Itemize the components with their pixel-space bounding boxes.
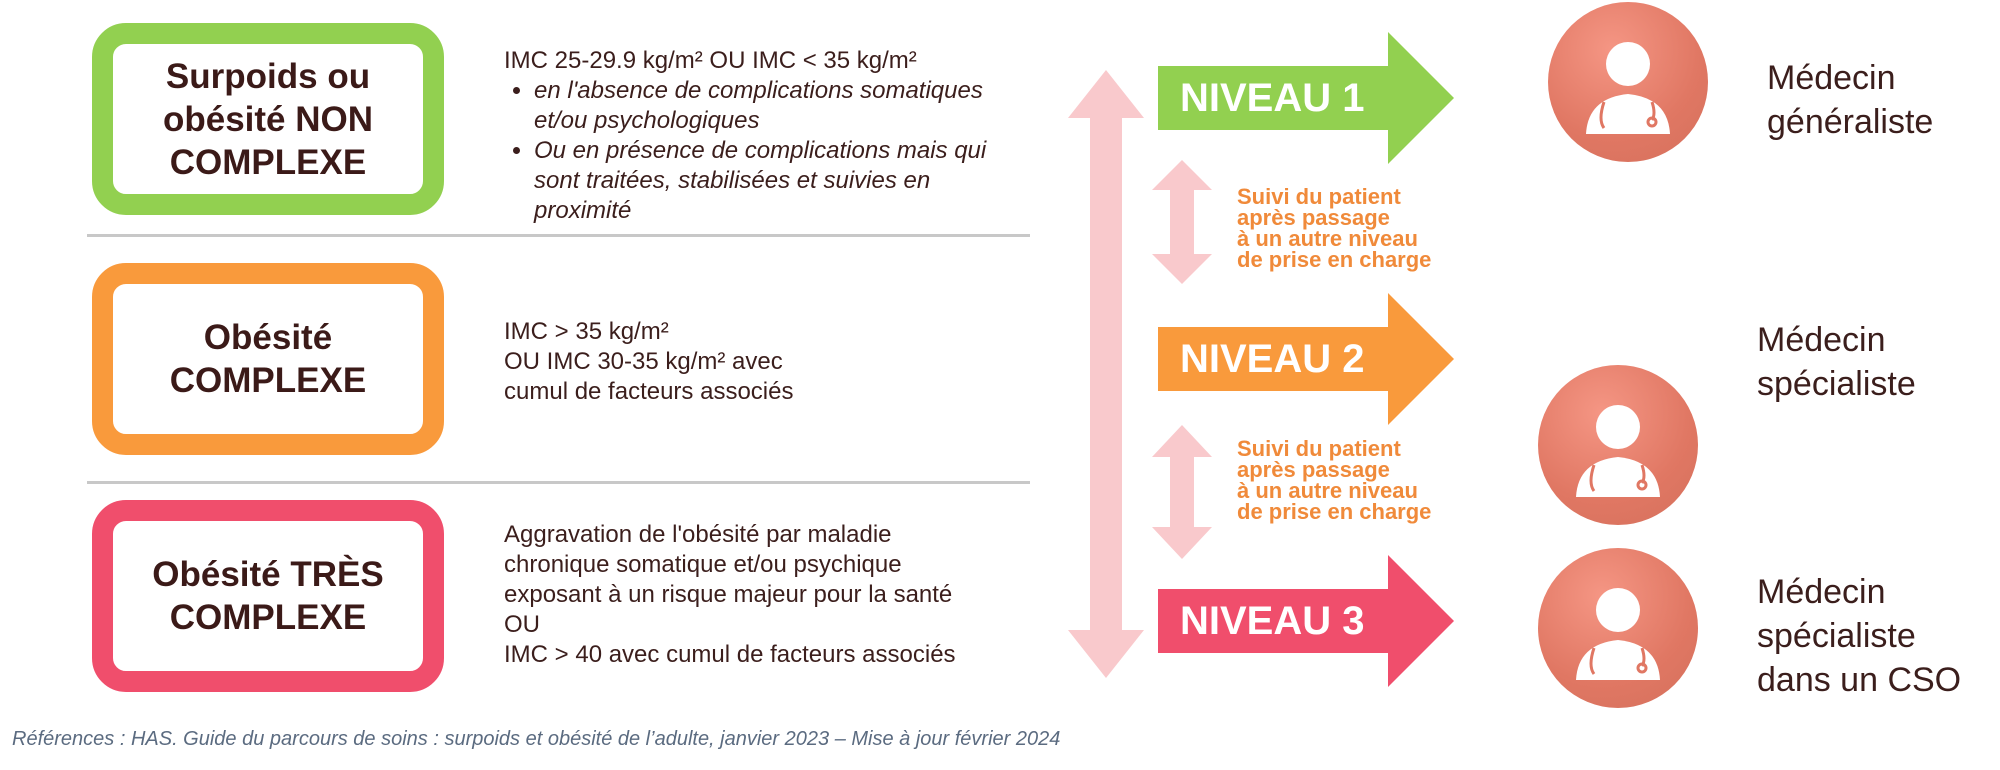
niveau-3-arrow: NIVEAU 3 (1158, 555, 1454, 687)
double-arrow-icon (1068, 70, 1144, 678)
divider (87, 481, 1030, 484)
level-3-title: Obésité TRÈS COMPLEXE (152, 555, 384, 637)
criteria-line: OU IMC 30-35 kg/m² avec (504, 348, 783, 375)
criteria-line: chronique somatique et/ou psychique (504, 551, 902, 578)
niveau-1-arrow: NIVEAU 1 (1158, 32, 1454, 164)
follow-up-text: Suivi du patient après passage à un autr… (1237, 436, 1432, 524)
criteria-line: OU (504, 611, 540, 638)
criteria-main: IMC 25-29.9 kg/m² OU IMC < 35 kg/m² (504, 47, 917, 74)
criteria-bullet: en l'absence de complications somatiques… (534, 76, 1024, 136)
level-2-box: Obésité COMPLEXE (92, 263, 444, 455)
niveau-3-label: NIVEAU 3 (1180, 598, 1365, 643)
doctor-icon (1538, 365, 1698, 525)
follow-up-line: de prise en charge (1237, 499, 1432, 524)
follow-up-line: de prise en charge (1237, 247, 1432, 272)
criteria-line: IMC > 35 kg/m² (504, 318, 669, 345)
follow-up-line: après passage (1237, 205, 1390, 230)
doctor-label-3: Médecin spécialiste dans un CSO (1757, 573, 1962, 699)
criteria-line: exposant à un risque majeur pour la sant… (504, 581, 953, 608)
follow-up-line: à un autre niveau (1237, 478, 1418, 503)
divider (87, 234, 1030, 237)
level-1-box: Surpoids ou obésité NON COMPLEXE (92, 23, 444, 215)
double-arrow-icon (1152, 425, 1212, 559)
doctor-icon (1548, 2, 1708, 162)
follow-up-line: après passage (1237, 457, 1390, 482)
level-2-title: Obésité COMPLEXE (169, 318, 367, 400)
criteria-bullet: Ou en présence de complications mais qui… (534, 136, 1024, 226)
level-3-criteria: Aggravation de l'obésité par maladie chr… (504, 520, 956, 670)
follow-up-text: Suivi du patient après passage à un autr… (1237, 184, 1432, 272)
level-1-title: Surpoids ou obésité NON COMPLEXE (162, 56, 374, 182)
doctor-label-2: Médecin spécialiste (1757, 321, 1916, 403)
doctor-label-1: Médecin généraliste (1767, 59, 1934, 141)
follow-up-line: Suivi du patient (1237, 184, 1401, 209)
level-1-criteria: IMC 25-29.9 kg/m² OU IMC < 35 kg/m² en l… (504, 46, 1024, 226)
niveau-1-label: NIVEAU 1 (1180, 75, 1365, 120)
follow-up-line: Suivi du patient (1237, 436, 1401, 461)
references-footer: Références : HAS. Guide du parcours de s… (12, 728, 1061, 750)
criteria-line: IMC > 40 avec cumul de facteurs associés (504, 641, 956, 668)
level-3-box: Obésité TRÈS COMPLEXE (92, 500, 444, 692)
doctor-icon (1538, 548, 1698, 708)
double-arrow-icon (1152, 160, 1212, 284)
criteria-line: cumul de facteurs associés (504, 378, 794, 405)
follow-up-line: à un autre niveau (1237, 226, 1418, 251)
niveau-2-label: NIVEAU 2 (1180, 336, 1365, 381)
niveau-2-arrow: NIVEAU 2 (1158, 293, 1454, 425)
level-2-criteria: IMC > 35 kg/m² OU IMC 30-35 kg/m² avec c… (504, 317, 793, 407)
criteria-line: Aggravation de l'obésité par maladie (504, 521, 892, 548)
